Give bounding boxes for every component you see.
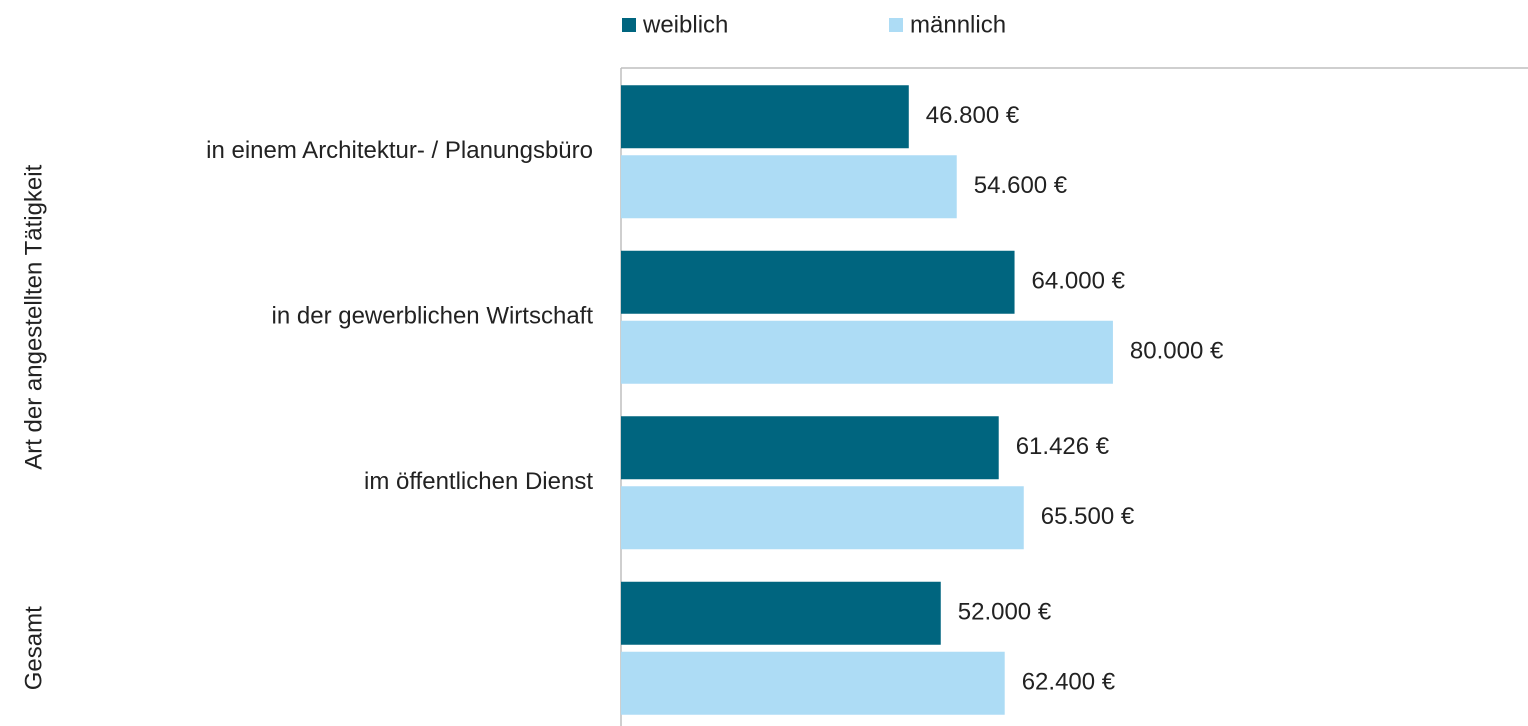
value-label: 52.000 €: [958, 599, 1052, 626]
bar: [621, 416, 999, 480]
bar: [621, 155, 957, 219]
legend-label: männlich: [910, 11, 1006, 38]
value-label: 61.426 €: [1016, 433, 1110, 460]
bar: [621, 486, 1024, 550]
legend-swatch: [622, 18, 636, 32]
value-label: 46.800 €: [926, 102, 1020, 129]
legend-label: weiblich: [642, 11, 728, 38]
value-label: 65.500 €: [1041, 503, 1135, 530]
value-label: 80.000 €: [1130, 338, 1224, 365]
value-label: 54.600 €: [974, 172, 1068, 199]
bar: [621, 581, 941, 645]
bar: [621, 250, 1015, 314]
value-label: 64.000 €: [1032, 268, 1126, 295]
value-label: 62.400 €: [1022, 669, 1116, 696]
group-label: Gesamt: [20, 606, 47, 690]
group-label: Art der angestellten Tätigkeit: [20, 164, 47, 469]
bar: [621, 320, 1113, 384]
bar: [621, 85, 909, 149]
bar: [621, 651, 1005, 715]
category-label: in der gewerblichen Wirtschaft: [272, 303, 594, 330]
legend-swatch: [889, 18, 903, 32]
category-label: im öffentlichen Dienst: [364, 468, 593, 495]
category-label: in einem Architektur- / Planungsbüro: [206, 137, 593, 164]
